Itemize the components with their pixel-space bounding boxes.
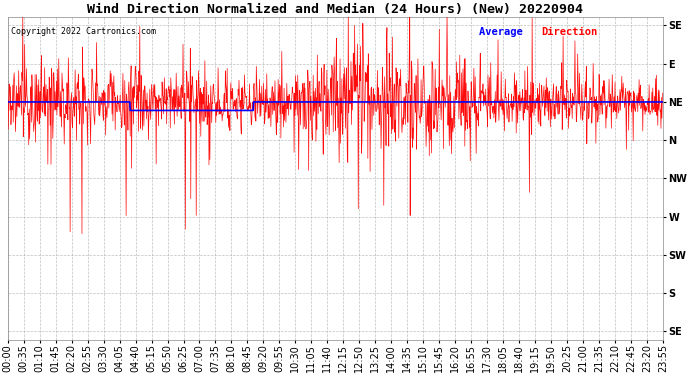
- Title: Wind Direction Normalized and Median (24 Hours) (New) 20220904: Wind Direction Normalized and Median (24…: [87, 3, 583, 16]
- Text: Copyright 2022 Cartronics.com: Copyright 2022 Cartronics.com: [11, 27, 156, 36]
- Text: Direction: Direction: [542, 27, 598, 37]
- Text: Average: Average: [480, 27, 529, 37]
